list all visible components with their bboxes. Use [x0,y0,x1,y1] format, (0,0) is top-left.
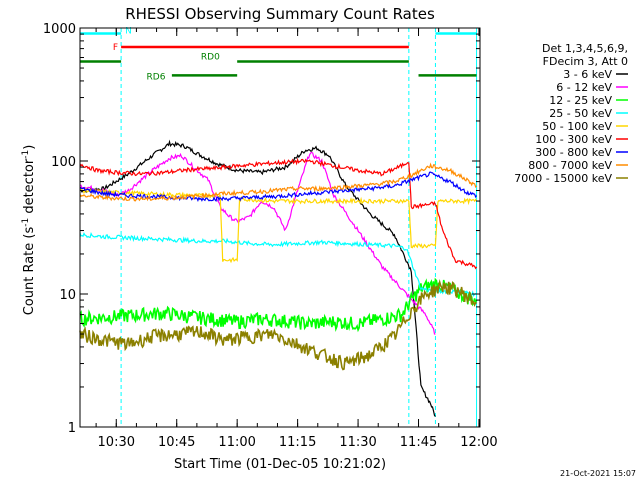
y-label-part3: ) [22,145,37,150]
series-lines [79,139,478,417]
legend-header-line: Det 1,3,4,5,6,9, [542,42,628,55]
x-tick-label: 12:00 [460,435,497,450]
y-tick-label: 10 [59,288,76,303]
x-axis-label: Start Time (01-Dec-05 10:21:02) [174,457,386,472]
series-line-7 [79,162,478,202]
y-label-part1: Count Rate (s [22,227,37,316]
series-line-3 [79,231,477,297]
series-line-5 [79,157,478,270]
flag-bars: NF RD0 RD6 [80,26,477,82]
flag-label-rd0: RD0 [201,52,220,62]
y-label-sup1: -1 [21,218,31,227]
x-tick-label: 10:45 [158,435,195,450]
series-line-1 [80,151,436,335]
series-line-0 [79,139,436,417]
legend-entry-label: 12 - 25 keV [549,94,612,107]
x-tick-label: 10:30 [98,435,135,450]
plot-frame [79,27,481,428]
x-axis-ticks: 10:30 10:45 11:00 11:15 11:30 11:45 12:00 [95,28,498,450]
footer-date: 21-Oct-2021 15:07 [560,469,636,478]
y-axis-label: Count Rate (s-1 detector-1) [21,145,37,316]
x-tick-label: 11:15 [279,435,316,450]
y-tick-label: 100 [51,155,76,170]
legend-entry-label: 100 - 300 keV [535,133,612,146]
x-tick-label: 11:30 [339,435,376,450]
chart-title: RHESSI Observing Summary Count Rates [125,5,435,23]
night-boundaries [79,28,478,427]
x-tick-label: 11:00 [218,435,255,450]
legend: Det 1,3,4,5,6,9,FDecim 3, Att 03 - 6 keV… [514,42,628,185]
series-line-2 [79,277,478,333]
legend-entry-label: 25 - 50 keV [549,107,612,120]
y-label-part2: detector [22,158,37,218]
legend-entry-label: 50 - 100 keV [542,120,612,133]
y-tick-label: 1000 [43,22,76,37]
legend-entry-label: 6 - 12 keV [556,81,612,94]
series-line-4 [79,187,478,264]
legend-entry-label: 800 - 7000 keV [528,159,612,172]
flag-label-rd6: RD6 [147,72,166,82]
legend-entry-label: 7000 - 15000 keV [514,172,612,185]
y-label-sup2: -1 [21,150,31,159]
flag-label-f: F [113,43,118,53]
legend-entry-label: 3 - 6 keV [563,68,612,81]
legend-entry-label: 300 - 800 keV [535,146,612,159]
y-tick-label: 1 [68,421,76,436]
y-axis-ticks: 1 10 100 1000 [43,22,480,436]
series-line-6 [79,171,478,202]
legend-header-line: FDecim 3, Att 0 [543,55,628,68]
x-tick-label: 11:45 [400,435,437,450]
flag-label-n: N [125,26,132,36]
series-line-8 [79,278,478,371]
